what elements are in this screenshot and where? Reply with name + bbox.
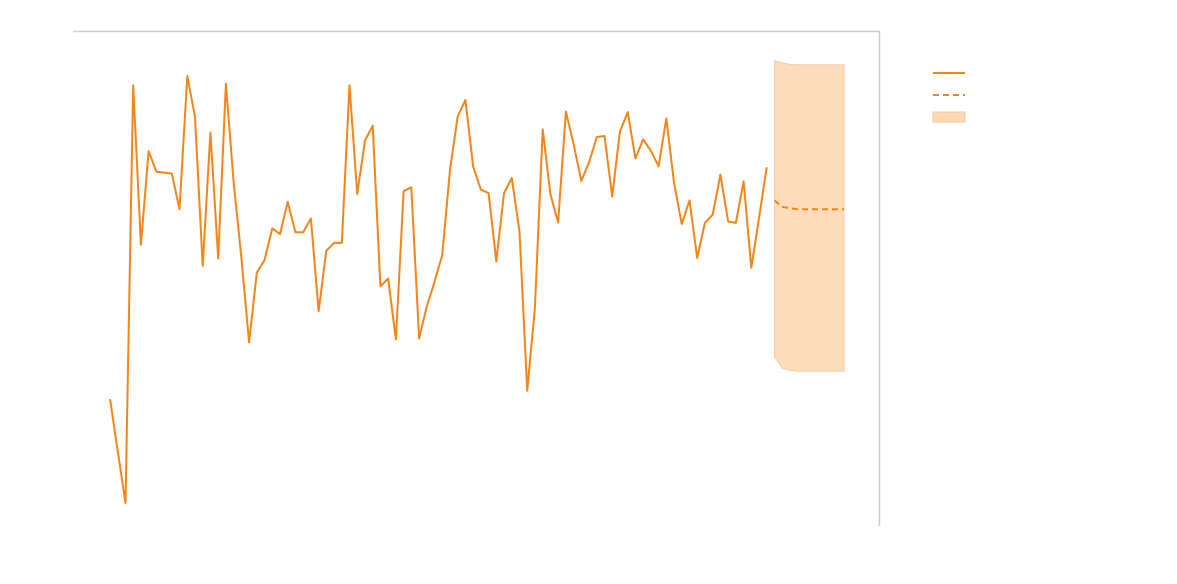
observed-series-line (109, 75, 768, 504)
prediction-interval-band (774, 60, 845, 372)
forecast-series-line (773, 199, 844, 211)
legend (932, 72, 966, 123)
legend-swatch-interval (932, 111, 966, 123)
